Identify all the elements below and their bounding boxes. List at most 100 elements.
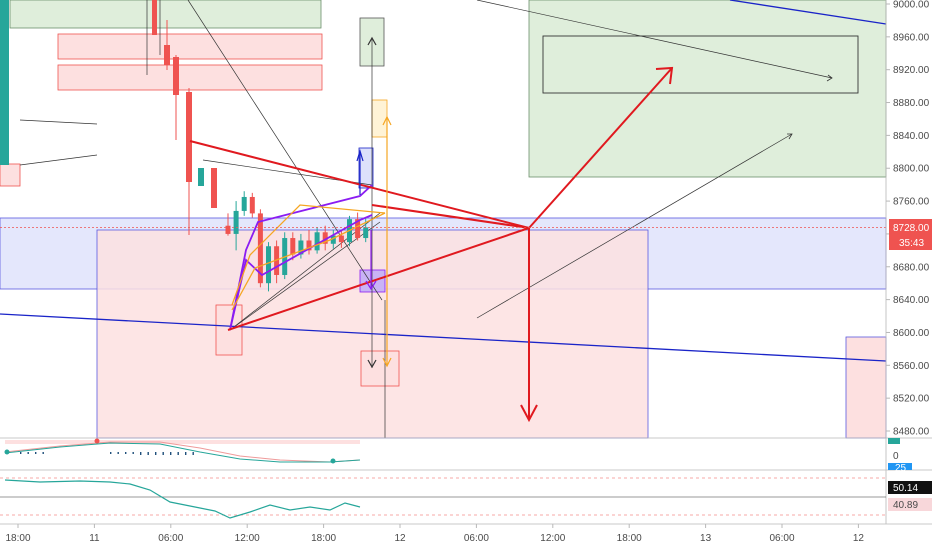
price-tick-label: 8840.00 bbox=[893, 131, 930, 142]
candle-left-big[interactable] bbox=[0, 0, 9, 165]
purple-upper-boundary[interactable] bbox=[229, 184, 373, 331]
macd-histogram-bar bbox=[42, 452, 44, 454]
time-tick-label: 06:00 bbox=[464, 533, 489, 544]
candle-body[interactable] bbox=[266, 246, 271, 284]
fan-line-1[interactable] bbox=[229, 212, 381, 331]
red-zone-right[interactable] bbox=[845, 336, 887, 439]
left-line-2[interactable] bbox=[19, 154, 98, 166]
candle-body[interactable] bbox=[298, 240, 304, 255]
orange-box[interactable] bbox=[371, 99, 388, 138]
price-tick-label: 8520.00 bbox=[893, 394, 930, 405]
candle-hist-5[interactable] bbox=[198, 168, 204, 186]
red-zone-left[interactable] bbox=[0, 163, 21, 187]
macd-blue-tag bbox=[888, 463, 912, 470]
black-arrowhead-up[interactable] bbox=[367, 36, 377, 46]
orange-lower[interactable] bbox=[231, 212, 386, 311]
candle-body[interactable] bbox=[241, 196, 247, 211]
price-tick-label: 8560.00 bbox=[893, 361, 930, 372]
price-tick-label: 8480.00 bbox=[893, 427, 930, 438]
black-arrowhead-down[interactable] bbox=[367, 359, 377, 369]
macd-dot-end bbox=[330, 458, 336, 464]
time-tick-label: 18:00 bbox=[617, 533, 642, 544]
macd-zero-label: 0 bbox=[893, 451, 899, 462]
red-mid-line[interactable] bbox=[371, 204, 530, 229]
macd-tag-label: 25 bbox=[895, 463, 907, 474]
macd-histogram-bar bbox=[162, 452, 164, 455]
candle-body[interactable] bbox=[363, 227, 369, 239]
red-zone-1[interactable] bbox=[57, 33, 323, 60]
fan-line-2[interactable] bbox=[229, 221, 381, 331]
time-axis[interactable]: 18:00 11 06:00 12:00 18:00 12 06:00 12:00 18:00 1… bbox=[5, 524, 864, 544]
current-price-tag: 8728.00 35:43 bbox=[889, 219, 932, 250]
candle-hist-4[interactable] bbox=[186, 92, 192, 182]
red-box-small[interactable] bbox=[360, 350, 400, 387]
candle-body[interactable] bbox=[330, 235, 336, 244]
purple-lower-boundary[interactable] bbox=[229, 214, 373, 331]
price-tick-label: 8640.00 bbox=[893, 295, 930, 306]
blue-arrowhead[interactable] bbox=[356, 148, 364, 162]
candle-body[interactable] bbox=[257, 213, 263, 284]
price-tick-label: 9000.00 bbox=[893, 0, 930, 11]
left-line-1[interactable] bbox=[19, 119, 98, 125]
macd-band bbox=[5, 440, 360, 444]
rsi-value-tag bbox=[888, 481, 932, 494]
time-tick-label: 18:00 bbox=[5, 533, 30, 544]
time-tick-label: 06:00 bbox=[769, 533, 794, 544]
price-tick-label: 8600.00 bbox=[893, 328, 930, 339]
green-zone-right[interactable] bbox=[528, 0, 887, 178]
diagonal-line[interactable] bbox=[187, 0, 383, 301]
macd-histogram-bar bbox=[132, 452, 134, 454]
blue-trendline-top[interactable] bbox=[729, 0, 887, 25]
candle-body[interactable] bbox=[233, 210, 239, 234]
price-tick-label: 8920.00 bbox=[893, 65, 930, 76]
red-arrowhead-up[interactable] bbox=[655, 66, 674, 85]
red-zone-2[interactable] bbox=[57, 64, 323, 91]
target-rectangle[interactable] bbox=[542, 35, 859, 94]
candle-body[interactable] bbox=[322, 232, 328, 244]
macd-histogram bbox=[20, 452, 194, 455]
annotation-zones bbox=[0, 0, 887, 439]
macd-histogram-bar bbox=[125, 452, 127, 454]
macd-signal-line bbox=[4, 441, 361, 463]
macd-histogram-bar bbox=[140, 452, 142, 455]
candle-body[interactable] bbox=[338, 235, 344, 243]
candle-body[interactable] bbox=[306, 240, 312, 251]
macd-histogram-bar bbox=[155, 452, 157, 455]
time-tick-label: 13 bbox=[700, 533, 712, 544]
time-tick-label: 12 bbox=[394, 533, 406, 544]
macd-histogram-bar bbox=[192, 452, 194, 455]
thin-arrowhead-top[interactable] bbox=[826, 74, 833, 82]
price-tick-label: 8680.00 bbox=[893, 262, 930, 273]
candle-body[interactable] bbox=[225, 225, 231, 234]
macd-dot-mid bbox=[94, 438, 100, 444]
historical-candles bbox=[0, 0, 217, 235]
small-arrows bbox=[356, 36, 833, 369]
blue-trendline-bottom[interactable] bbox=[0, 313, 887, 362]
time-tick-label: 12 bbox=[853, 533, 865, 544]
red-arrow-up[interactable] bbox=[528, 67, 673, 229]
candle-hist-1[interactable] bbox=[152, 0, 157, 35]
candle-hist-2[interactable] bbox=[164, 45, 170, 65]
projection-line-top[interactable] bbox=[476, 0, 833, 79]
red-arrowhead-down[interactable] bbox=[520, 404, 538, 423]
thin-arrowhead-mid[interactable] bbox=[787, 133, 793, 140]
macd-histogram-bar bbox=[170, 452, 172, 455]
time-tick-label: 18:00 bbox=[311, 533, 336, 544]
time-tick-label: 11 bbox=[89, 533, 100, 544]
candle-hist-6[interactable] bbox=[211, 168, 217, 208]
candle-body[interactable] bbox=[249, 196, 255, 214]
red-lower-line[interactable] bbox=[227, 227, 530, 331]
orange-upper[interactable] bbox=[231, 204, 386, 306]
price-tag-bg bbox=[889, 219, 932, 250]
price-tick-label: 8760.00 bbox=[893, 197, 930, 208]
candle-hist-3[interactable] bbox=[173, 57, 179, 95]
price-axis[interactable]: 9000.00 8960.00 8920.00 8880.00 8840.00 8800.… bbox=[885, 0, 930, 524]
candle-body[interactable] bbox=[290, 238, 296, 255]
time-tick-label: 06:00 bbox=[158, 533, 183, 544]
price-tick-label: 8800.00 bbox=[893, 164, 930, 175]
candle-body[interactable] bbox=[355, 219, 361, 239]
green-zone-top-left[interactable] bbox=[9, 0, 322, 29]
candle-body[interactable] bbox=[314, 232, 320, 251]
